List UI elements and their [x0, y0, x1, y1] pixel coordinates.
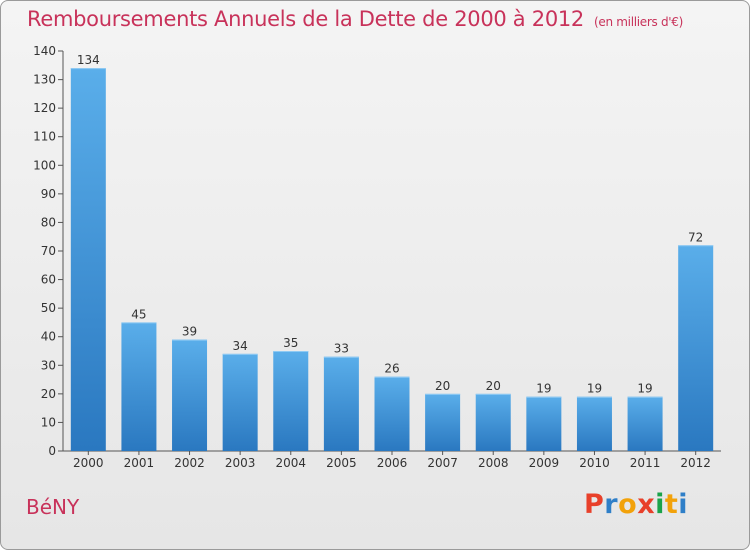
- y-tick-label: 70: [41, 244, 56, 258]
- data-label: 26: [384, 362, 399, 376]
- y-tick-label: 10: [41, 415, 56, 429]
- x-tick-label: 2009: [529, 456, 560, 470]
- x-tick-label: 2000: [73, 456, 104, 470]
- x-tick-label: 2003: [225, 456, 256, 470]
- logo-letter: i: [678, 489, 689, 520]
- y-tick-label: 50: [41, 301, 56, 315]
- y-tick-label: 30: [41, 358, 56, 372]
- data-label: 34: [233, 339, 248, 353]
- y-tick-label: 110: [33, 130, 56, 144]
- y-tick-label: 100: [33, 158, 56, 172]
- data-label: 19: [587, 382, 602, 396]
- chart-title: Remboursements Annuels de la Dette de 20…: [27, 7, 683, 31]
- bar-2001: [121, 322, 157, 451]
- chart-unit-label: (en milliers d'€): [594, 15, 684, 29]
- chart-title-text: Remboursements Annuels de la Dette de 20…: [27, 7, 584, 31]
- y-tick-label: 20: [41, 387, 56, 401]
- logo-letter: t: [664, 489, 679, 520]
- bar-2000: [70, 68, 106, 452]
- y-tick-label: 130: [33, 73, 56, 87]
- x-tick-label: 2002: [174, 456, 205, 470]
- bar-2004: [273, 351, 309, 451]
- y-tick-label: 90: [41, 187, 56, 201]
- bar-2012: [678, 245, 714, 451]
- logo-letter: r: [604, 489, 619, 520]
- data-label: 20: [435, 379, 450, 393]
- logo-letter: o: [618, 489, 638, 520]
- bar-2010: [576, 396, 612, 451]
- y-tick-label: 0: [48, 444, 56, 458]
- bar-2003: [222, 353, 258, 451]
- data-label: 134: [77, 53, 100, 67]
- data-label: 19: [536, 382, 551, 396]
- commune-name: BéNY: [26, 495, 80, 519]
- y-tick-label: 80: [41, 215, 56, 229]
- y-tick-label: 40: [41, 330, 56, 344]
- x-tick-label: 2007: [427, 456, 458, 470]
- x-tick-label: 2004: [275, 456, 306, 470]
- bar-2005: [323, 356, 359, 451]
- bar-2011: [627, 396, 663, 451]
- bar-2006: [374, 376, 410, 451]
- bar-2002: [172, 339, 208, 451]
- logo-letter: P: [584, 489, 605, 520]
- x-tick-label: 2006: [377, 456, 408, 470]
- data-label: 35: [283, 336, 298, 350]
- x-tick-label: 2010: [579, 456, 610, 470]
- data-label: 33: [334, 342, 349, 356]
- data-label: 45: [131, 307, 146, 321]
- data-label: 19: [637, 382, 652, 396]
- logo-letter: i: [655, 489, 665, 520]
- x-tick-label: 2008: [478, 456, 509, 470]
- x-tick-label: 2012: [680, 456, 711, 470]
- bar-2008: [475, 393, 511, 451]
- data-label: 39: [182, 325, 197, 339]
- x-tick-label: 2011: [630, 456, 661, 470]
- bar-2007: [425, 393, 461, 451]
- x-tick-label: 2001: [124, 456, 155, 470]
- bar-2009: [526, 396, 562, 451]
- y-tick-label: 120: [33, 101, 56, 115]
- y-tick-label: 140: [33, 44, 56, 58]
- data-label: 72: [688, 230, 703, 244]
- data-label: 20: [486, 379, 501, 393]
- proxiti-logo[interactable]: Proxiti: [584, 489, 688, 520]
- logo-letter: x: [637, 489, 656, 520]
- y-tick-label: 60: [41, 273, 56, 287]
- x-tick-label: 2005: [326, 456, 357, 470]
